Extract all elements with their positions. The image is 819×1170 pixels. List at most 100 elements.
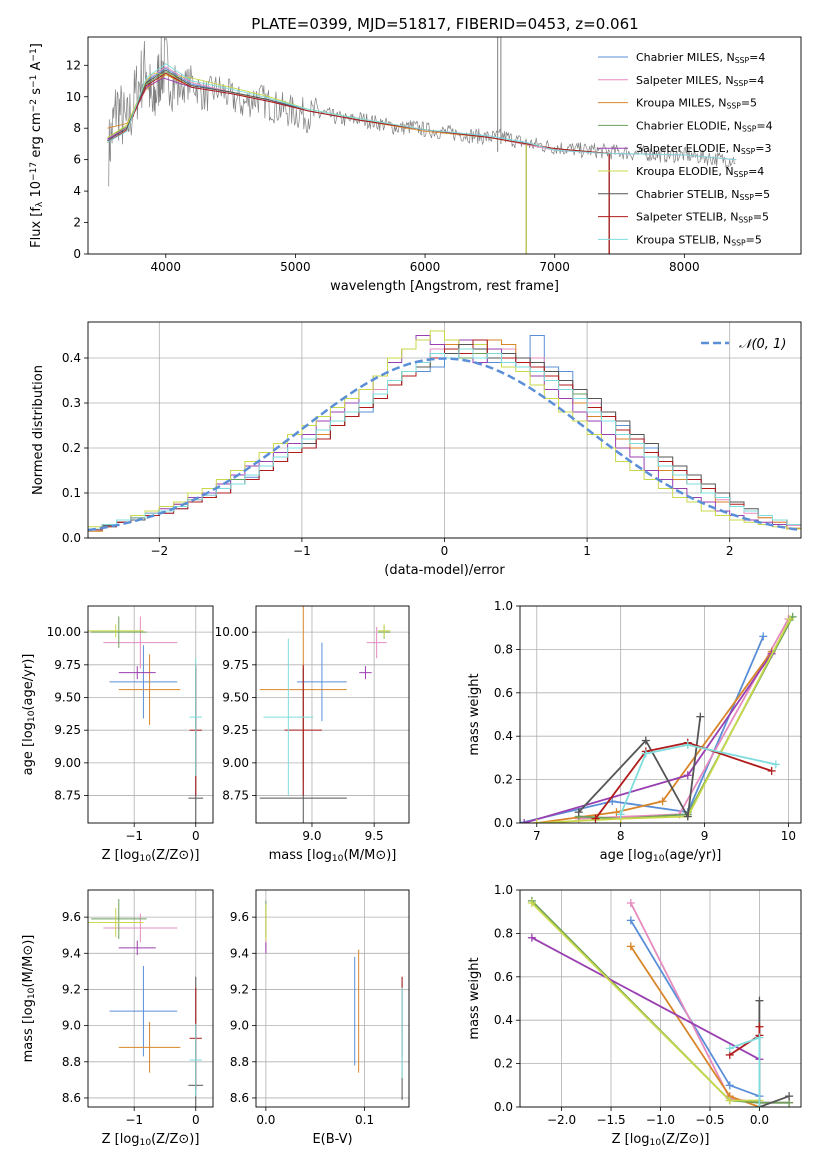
x-tick-label: 9.5: [365, 829, 384, 843]
model-line: [107, 63, 737, 161]
panel-mass-vs-EBV: 0.0 0.1 8.6 8.8 9.0 9.2 9.4 9.6 E(B-V): [230, 889, 410, 1147]
x-tick-label: 9.0: [302, 829, 321, 843]
plot-area: [259, 606, 391, 823]
y-tick-label: 9.6: [230, 910, 249, 924]
x-axis-label: mass [log10(M/M⊙)]: [269, 848, 397, 864]
x-axis-label: Z [log10(Z/Z⊙)]: [102, 848, 200, 864]
error-cross: [284, 664, 322, 796]
weight-line: [523, 653, 773, 823]
y-tick-label: 8.8: [230, 1055, 249, 1069]
y-tick-label: 12: [66, 58, 81, 72]
y-tick-label: 6: [73, 153, 81, 167]
error-cross: [263, 638, 314, 796]
y-tick-label: 0.0: [494, 1100, 513, 1114]
x-axis-label: wavelength [Angstrom, rest frame]: [330, 279, 559, 294]
axes-frame: [87, 36, 802, 255]
error-cross: [118, 654, 181, 725]
x-tick-label: −1: [293, 544, 311, 558]
plot-area: [88, 616, 204, 823]
legend-label: Chabrier MILES, NSSP=4: [636, 51, 765, 65]
y-axis-label: age [log10(age/yr)]: [21, 654, 37, 776]
panel-age-vs-Z: −1 0 8.75 9.00 9.25 9.50 9.75 10.00 Z [log10(Z/Z…: [21, 605, 214, 864]
y-tick-label: 0.4: [494, 729, 513, 743]
legend-label: Kroupa STELIB, NSSP=5: [636, 233, 762, 247]
plot-area: [520, 612, 797, 823]
y-tick-label: 9.4: [62, 946, 81, 960]
histogram-step: [88, 330, 801, 538]
model-line: [107, 74, 610, 154]
plus-marker: [641, 736, 650, 745]
x-tick-label: 6000: [410, 260, 441, 274]
x-tick-label: 10: [781, 829, 796, 843]
error-cross: [297, 642, 347, 722]
y-tick-label: 0.8: [494, 642, 513, 656]
y-tick-label: 9.4: [230, 946, 249, 960]
axes-frame: [87, 605, 214, 824]
plus-marker: [725, 1044, 734, 1053]
y-tick-label: 0.2: [494, 1057, 513, 1071]
y-tick-label: 2: [73, 216, 81, 230]
x-tick-label: 0: [441, 544, 449, 558]
y-tick-label: 0.8: [494, 926, 513, 940]
y-tick-label: 9.00: [54, 756, 81, 770]
x-tick-label: −1: [125, 1113, 143, 1127]
model-line: [107, 71, 527, 145]
y-tick-label: 0: [73, 247, 81, 261]
legend-label: Kroupa ELODIE, NSSP=4: [636, 165, 764, 179]
x-tick-label: 0: [192, 829, 200, 843]
panel-mass-vs-Z: −1 0 8.6 8.8 9.0 9.2 9.4 9.6 Z [log10(Z/Z⊙)] mass…: [21, 889, 214, 1148]
plus-marker: [626, 942, 635, 951]
y-tick-label: 4: [73, 184, 81, 198]
x-tick-label: 7000: [539, 260, 570, 274]
x-tick-label: 0.0: [256, 1113, 275, 1127]
y-tick-label: 9.2: [62, 982, 81, 996]
y-tick-label: 0.1: [62, 486, 81, 500]
weight-line: [520, 636, 765, 823]
y-tick-label: 0.3: [62, 396, 81, 410]
plus-marker: [520, 819, 529, 823]
plus-marker: [574, 808, 583, 817]
plus-marker: [759, 632, 768, 641]
y-tick-label: 1.0: [494, 883, 513, 897]
y-tick-label: 10.00: [47, 625, 81, 639]
error-cross: [118, 1022, 181, 1073]
plus-marker: [683, 771, 692, 780]
x-tick-label: 7: [533, 829, 541, 843]
legend-label: Salpeter STELIB, NSSP=5: [636, 211, 769, 225]
y-axis-label: Normed distribution: [31, 365, 46, 495]
plus-marker: [725, 1081, 734, 1090]
y-tick-label: 9.25: [54, 723, 81, 737]
error-cross: [366, 626, 387, 659]
x-tick-label: 0.1: [355, 1113, 374, 1127]
error-cross: [103, 616, 178, 669]
y-tick-label: 0.0: [494, 816, 513, 830]
error-cross: [88, 624, 144, 638]
plus-marker: [696, 712, 705, 721]
x-tick-label: −1.0: [646, 1113, 675, 1127]
normal-curve: [88, 357, 801, 532]
plus-marker: [626, 899, 635, 908]
x-tick-label: 0: [192, 1113, 200, 1127]
y-tick-label: 8.8: [62, 1055, 81, 1069]
histogram-step: [88, 348, 801, 538]
legend-label: Salpeter ELODIE, NSSP=3: [636, 142, 772, 156]
plus-marker: [612, 808, 621, 817]
plus-marker: [755, 1103, 764, 1107]
plus-marker: [532, 819, 541, 823]
figure-title: PLATE=0399, MJD=51817, FIBERID=0453, z=0…: [251, 15, 638, 33]
y-tick-label: 8.75: [54, 789, 81, 803]
plus-marker: [626, 916, 635, 925]
plus-marker: [785, 1092, 794, 1101]
x-tick-label: 1: [583, 544, 591, 558]
x-tick-label: −1: [125, 829, 143, 843]
y-tick-label: 10: [66, 90, 81, 104]
y-axis-label: mass [log10(M/M⊙)]: [21, 935, 37, 1063]
y-tick-label: 9.75: [54, 658, 81, 672]
x-axis-label: Z [log10(Z/Z⊙)]: [102, 1132, 200, 1148]
plus-marker: [591, 814, 600, 823]
plus-marker: [771, 760, 780, 769]
plus-marker: [767, 766, 776, 775]
x-tick-label: 8000: [669, 260, 700, 274]
error-cross: [377, 624, 391, 638]
